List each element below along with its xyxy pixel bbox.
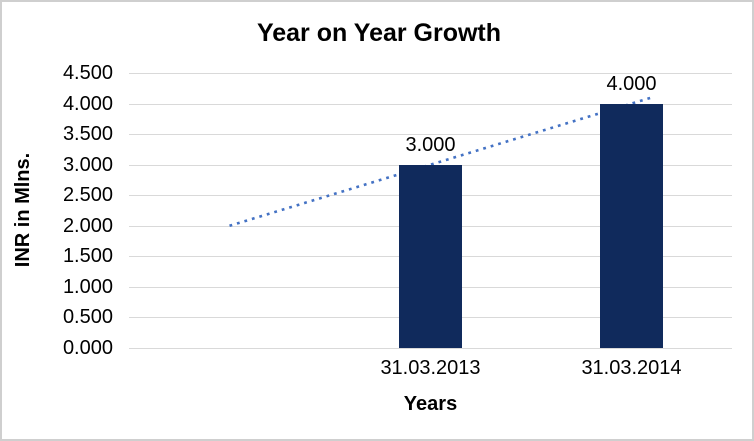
y-axis-title: INR in Mlns. (12, 152, 34, 268)
x-axis-category-label: 31.03.2014 (581, 357, 682, 379)
bar-31.03.2013 (399, 164, 462, 348)
y-axis-tick-label: 2.000 (62, 214, 113, 237)
y-axis-tick-label: 4.000 (62, 92, 113, 115)
y-axis-tick-label: 1.500 (62, 245, 113, 268)
chart-title: Year on Year Growth (256, 19, 502, 47)
y-axis-tick-label: 3.500 (62, 123, 113, 146)
gridline (129, 73, 732, 74)
bar-data-label: 3.000 (405, 133, 456, 156)
x-axis-title: Years (403, 393, 458, 415)
y-axis-tick-label: 4.500 (62, 62, 113, 84)
y-axis-tick-label: 0.000 (62, 337, 113, 359)
y-axis-tick-label: 0.500 (62, 306, 113, 329)
bar-data-label: 4.000 (606, 72, 657, 95)
gridline (129, 348, 732, 349)
bar-31.03.2014 (600, 103, 663, 348)
x-axis-category-label: 31.03.2013 (380, 357, 481, 379)
y-axis-tick-label: 2.500 (62, 184, 113, 207)
y-axis-tick-label: 1.000 (62, 275, 113, 298)
plot-area (129, 73, 732, 349)
y-axis-tick-label: 3.000 (62, 153, 113, 176)
